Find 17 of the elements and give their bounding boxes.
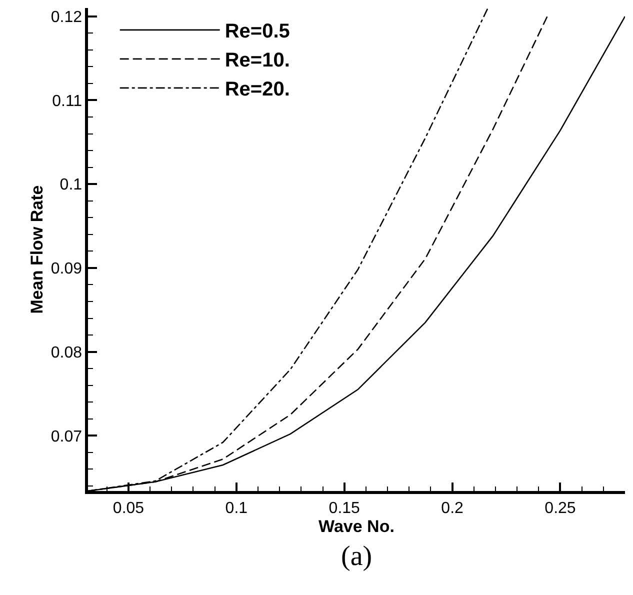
x-tick-label: 0.05 xyxy=(112,500,144,517)
x-tick-label: 0.15 xyxy=(328,500,360,517)
y-axis-title: Mean Flow Rate xyxy=(27,185,46,314)
x-tick-label: 0.25 xyxy=(544,500,576,517)
x-axis-title: Wave No. xyxy=(318,516,394,536)
text: (a) xyxy=(341,541,372,572)
legend-label: Re=0.5 xyxy=(224,20,290,43)
y-tick-label: 0.1 xyxy=(60,176,82,194)
legend-label: Re=10. xyxy=(224,50,290,72)
y-tick-label: 0.08 xyxy=(50,344,82,362)
legend-label: Re=20. xyxy=(224,78,290,101)
x-tick-label: 0.2 xyxy=(441,500,464,517)
y-tick-label: 0.07 xyxy=(50,428,82,446)
x-tick-label: 0.1 xyxy=(225,500,248,517)
y-tick-label: 0.11 xyxy=(52,92,82,110)
y-tick-label: 0.12 xyxy=(50,8,82,26)
y-tick-label: 0.09 xyxy=(50,260,82,278)
